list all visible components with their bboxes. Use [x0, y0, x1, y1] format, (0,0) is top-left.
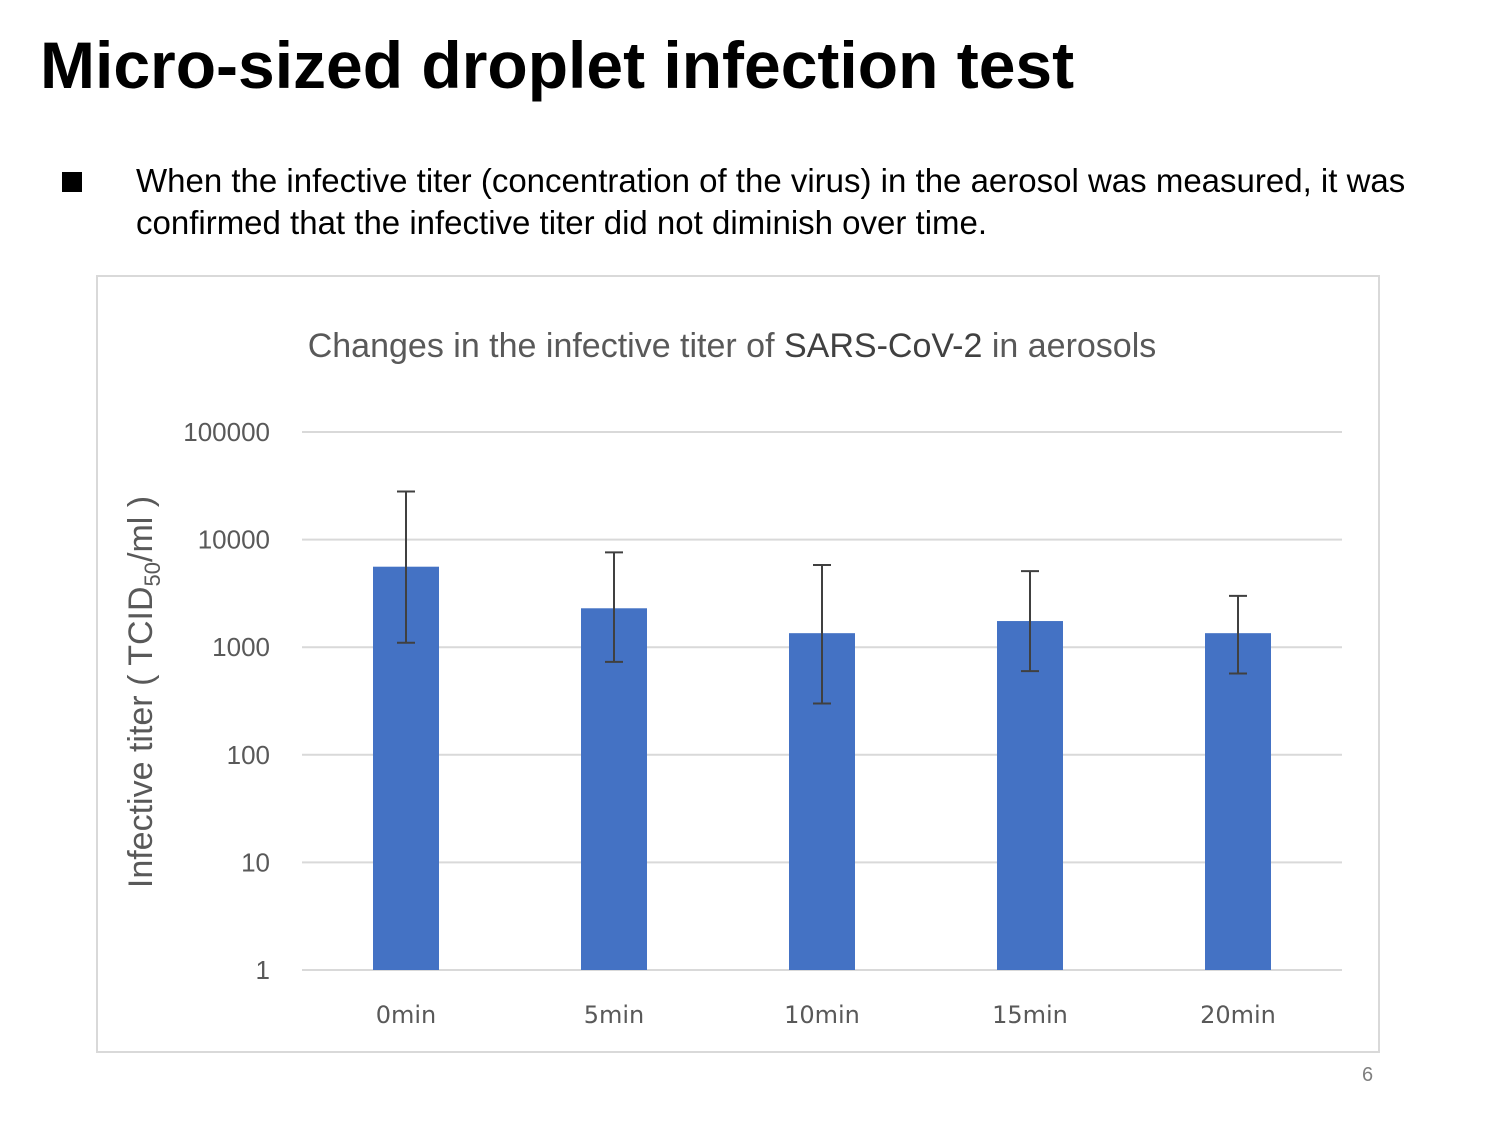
y-tick-label: 1000 — [212, 632, 270, 662]
y-axis-label-part: Infective titer ( TCID — [122, 586, 160, 888]
x-tick-label: 5min — [584, 1001, 645, 1029]
y-tick-label: 10 — [241, 847, 270, 877]
bar-chart: Changes in the infective titer of SARS-C… — [122, 327, 1342, 1029]
x-axis-ticks: 0min 5min 10min 15min 20min — [376, 1001, 1276, 1029]
bar — [1205, 633, 1271, 970]
chart-title: Changes in the infective titer of SARS-C… — [308, 327, 1157, 365]
bars — [373, 566, 1271, 970]
x-tick-label: 0min — [376, 1001, 437, 1029]
bar — [581, 608, 647, 970]
x-tick-label: 10min — [784, 1001, 860, 1029]
chart-title-virus: SARS-CoV-2 — [784, 327, 982, 365]
y-tick-label: 1 — [256, 955, 270, 985]
y-axis-ticks: 1 10 100 1000 10000 100000 — [183, 417, 270, 985]
error-bars — [397, 490, 1247, 705]
chart-frame: Changes in the infective titer of SARS-C… — [96, 275, 1380, 1053]
y-axis-label-subscript: 50 — [140, 562, 165, 586]
x-tick-label: 15min — [992, 1001, 1068, 1029]
error-bar — [1021, 570, 1039, 673]
y-axis-label-part: /ml ) — [122, 496, 160, 562]
error-bar — [605, 551, 623, 663]
x-tick-label: 20min — [1200, 1001, 1276, 1029]
y-tick-label: 100 — [227, 740, 270, 770]
page-number: 6 — [1362, 1064, 1374, 1086]
y-tick-label: 100000 — [183, 417, 270, 447]
y-tick-label: 10000 — [198, 525, 270, 555]
bar — [997, 621, 1063, 970]
error-bar — [1229, 594, 1247, 675]
error-bar — [397, 490, 415, 644]
slide-title: Micro-sized droplet infection test — [40, 28, 1075, 102]
y-axis-label: Infective titer ( TCID50/ml ) — [122, 496, 165, 888]
error-bar — [813, 564, 831, 705]
bullet-text: When the infective titer (concentration … — [136, 162, 1406, 241]
chart-title-part: Changes in the infective titer of — [308, 327, 784, 365]
square-bullet-icon — [62, 172, 82, 192]
chart-title-part: in aerosols — [982, 327, 1156, 365]
